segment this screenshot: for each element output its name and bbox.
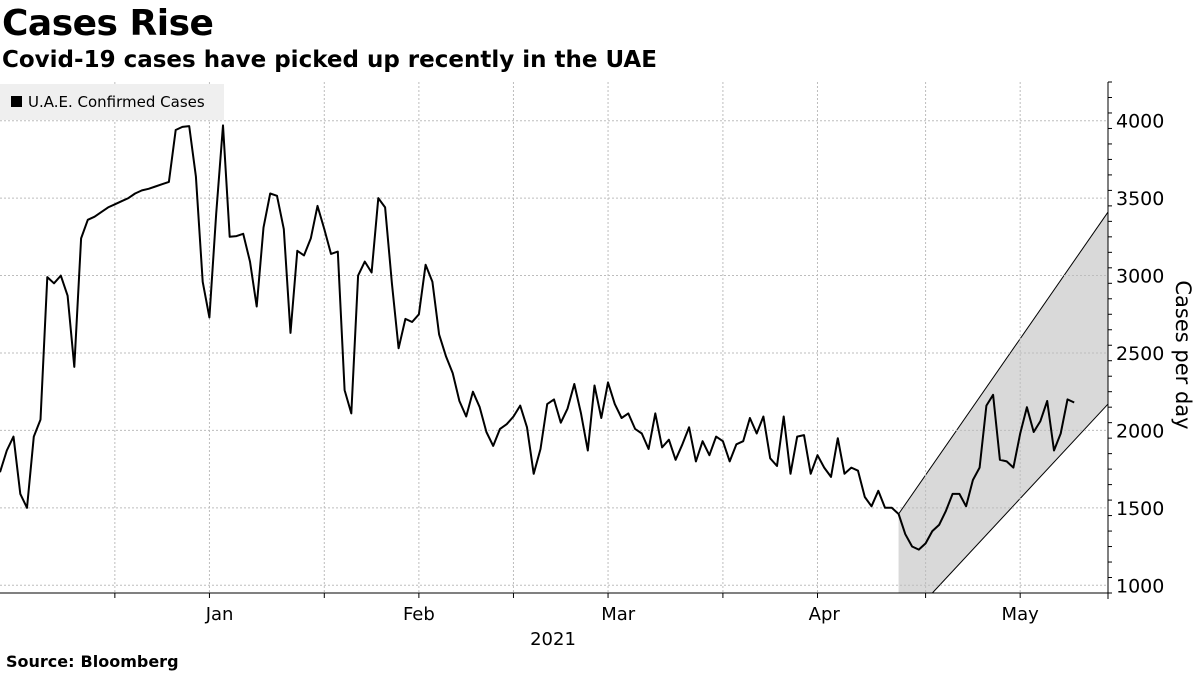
trend-channel-upper-edge — [898, 211, 1109, 515]
source-label: Source: — [6, 652, 75, 671]
chart-axes: 1000 1500 2000 2500 3000 3500 4000 Jan Feb Mar Apr… — [0, 81, 1164, 625]
legend-background — [0, 84, 224, 120]
x-axis-month-label: Apr — [809, 604, 841, 625]
y-axis-tick-label: 4000 — [1116, 111, 1164, 133]
y-axis-tick-label: 2000 — [1116, 420, 1164, 442]
x-axis-month-label: Mar — [601, 604, 636, 625]
x-axis-month-label: Jan — [205, 604, 234, 625]
series-line-group — [0, 124, 1075, 551]
chart-legend: U.A.E. Confirmed Cases — [0, 84, 224, 120]
chart-title: Cases Rise — [2, 3, 214, 44]
x-axis-year-label: 2021 — [530, 629, 576, 650]
series-line — [0, 124, 1075, 551]
chart-subtitle: Covid-19 cases have picked up recently i… — [2, 47, 657, 73]
y-axis-tick-label: 3500 — [1116, 188, 1164, 210]
y-axis-tick-label: 2500 — [1116, 343, 1164, 365]
chart-grid — [0, 82, 1108, 593]
y-axis-label: Cases per day — [1171, 280, 1195, 429]
source-value: Bloomberg — [80, 652, 179, 671]
x-axis-month-label: May — [1002, 604, 1040, 625]
y-axis-tick-label: 1500 — [1116, 498, 1164, 520]
source-note: Source: Bloomberg — [6, 651, 185, 673]
legend-swatch — [11, 96, 22, 107]
legend-label: U.A.E. Confirmed Cases — [28, 93, 205, 111]
y-axis-tick-label: 3000 — [1116, 266, 1164, 288]
y-axis-tick-label: 1000 — [1116, 575, 1164, 597]
x-axis-month-label: Feb — [403, 604, 435, 625]
